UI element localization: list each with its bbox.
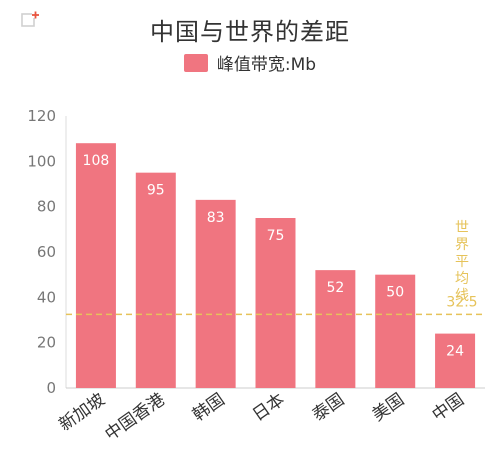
y-tick-label: 0: [46, 379, 56, 397]
average-line-label: 线: [455, 288, 469, 304]
legend-label: 峰值带宽:Mb: [216, 55, 317, 75]
bar: [255, 218, 296, 388]
bar-value-label: 95: [147, 183, 165, 199]
x-tick-label: 中国: [429, 390, 468, 426]
x-tick-label: 泰国: [309, 390, 348, 426]
bar-value-label: 50: [386, 285, 404, 301]
average-line-label: 均: [455, 271, 469, 287]
y-tick-label: 100: [27, 152, 56, 170]
bar: [375, 274, 416, 388]
bar-value-label: 52: [326, 280, 344, 296]
y-tick-label: 40: [37, 288, 56, 306]
average-line-value: 32.5: [446, 294, 477, 310]
new-window-icon[interactable]: [20, 10, 40, 30]
x-tick-label: 美国: [369, 390, 408, 426]
x-tick-label: 韩国: [189, 390, 228, 426]
bar: [315, 270, 356, 388]
average-line-label: 平: [455, 254, 469, 270]
x-tick-label: 日本: [249, 390, 288, 426]
y-tick-label: 60: [37, 243, 56, 261]
y-tick-label: 80: [37, 198, 56, 216]
average-line-label: 世: [455, 220, 469, 236]
bar: [135, 172, 176, 388]
bar-value-label: 108: [83, 153, 110, 169]
chart-title: 中国与世界的差距: [150, 18, 350, 46]
x-tick-label: 中国香港: [101, 390, 168, 445]
bar-value-label: 75: [267, 228, 285, 244]
y-tick-label: 120: [27, 107, 56, 125]
bar-value-label: 83: [207, 210, 225, 226]
legend-swatch: [183, 53, 208, 72]
average-line-label: 界: [455, 237, 469, 253]
y-tick-label: 20: [37, 334, 56, 352]
bar: [195, 199, 236, 388]
legend[interactable]: 峰值带宽:Mb: [0, 50, 500, 75]
bar: [435, 333, 476, 388]
bar-value-label: 24: [446, 344, 464, 360]
bar: [75, 143, 116, 388]
